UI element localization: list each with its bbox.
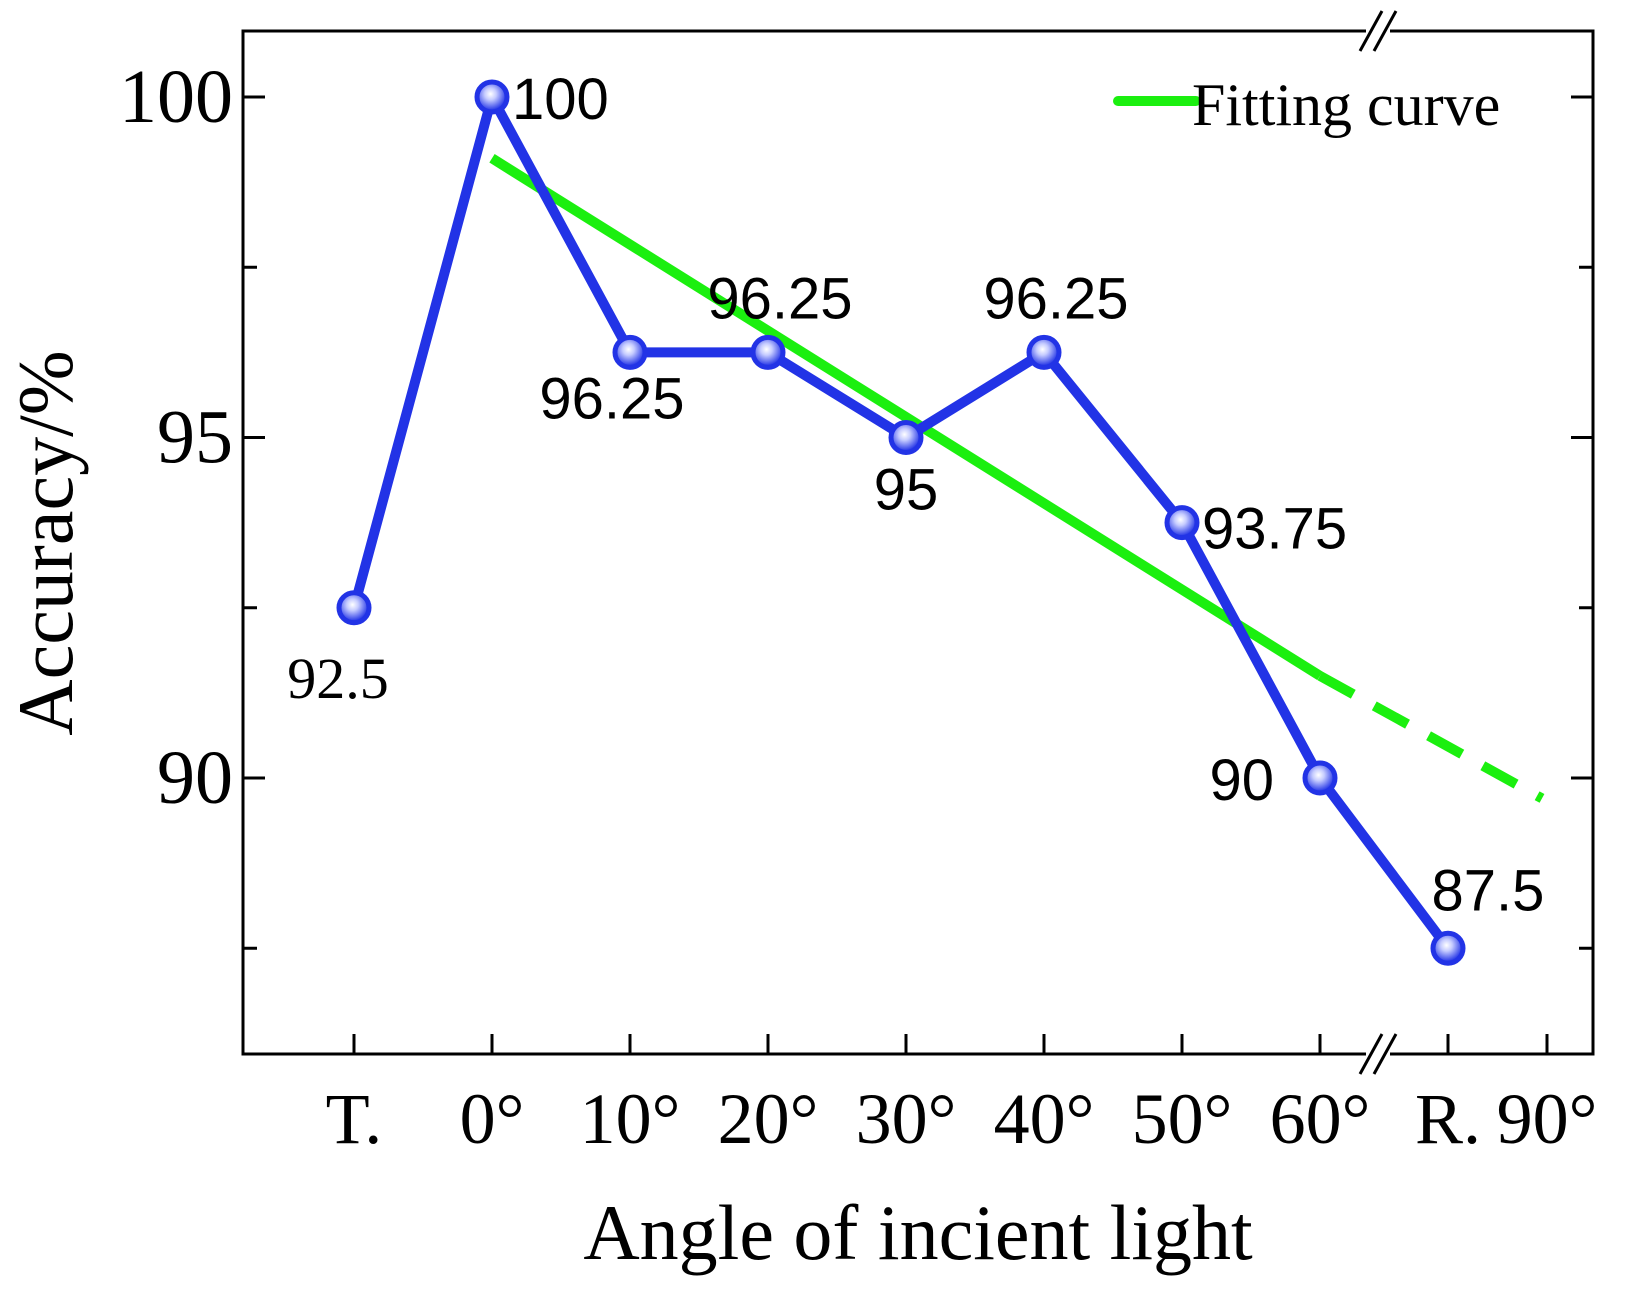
data-label-30-4: 95	[874, 458, 939, 523]
data-point-T-0	[336, 590, 372, 626]
axis-ticks	[243, 95, 1593, 1054]
y-tick-labels: 100 95 90	[119, 55, 233, 820]
x-tick-label-20-3: 20°	[718, 1079, 819, 1159]
data-label-R-8: 87.5	[1432, 858, 1545, 923]
x-tick-label-30-4: 30°	[856, 1079, 957, 1159]
data-labels: 92.5 100 96.25 96.25 95 96.25 93.75 90 87.5	[287, 67, 1544, 923]
data-point-60-7	[1302, 760, 1338, 796]
data-label-20-3: 96.25	[707, 266, 852, 331]
x-tick-label-40-5: 40°	[994, 1079, 1095, 1159]
plot-frame	[241, 29, 1595, 1056]
axis-break-marks	[1358, 9, 1398, 1076]
data-label-40-5: 96.25	[983, 266, 1128, 331]
axis-break-slash-1-0	[1358, 1033, 1384, 1075]
data-label-10-2: 96.25	[539, 366, 684, 431]
data-label-T-0: 92.5	[287, 646, 389, 711]
x-tick-label-10-2: 10°	[580, 1079, 681, 1159]
y-tick-label-100: 100	[119, 55, 233, 139]
x-tick-label-R-8: R.	[1415, 1079, 1481, 1159]
data-label-50-6: 93.75	[1202, 497, 1347, 562]
data-point-R-8	[1430, 930, 1466, 966]
data-point-10-2	[612, 334, 648, 370]
x-tick-label-50-6: 50°	[1132, 1079, 1233, 1159]
axis-break-slash-0-1	[1372, 10, 1398, 52]
y-axis-title: Accuracy/%	[2, 350, 89, 735]
x-tick-label-90-9: 90°	[1497, 1079, 1598, 1159]
x-axis-title: Angle of incient light	[583, 1189, 1253, 1276]
plot-area	[241, 29, 1595, 1056]
data-point-0-1	[474, 79, 510, 115]
x-tick-label-0-1: 0°	[460, 1079, 525, 1159]
data-label-60-7: 90	[1209, 748, 1274, 813]
fitting-curve	[489, 154, 1545, 803]
y-tick-label-95: 95	[157, 396, 233, 480]
legend: Fitting curve	[1113, 72, 1500, 138]
x-tick-label-T-0: T.	[326, 1079, 383, 1159]
fitting-curve-solid	[489, 154, 1323, 681]
y-tick-label-90: 90	[157, 736, 233, 820]
axis-break-slash-1-1	[1372, 1033, 1398, 1075]
data-point-20-3	[750, 334, 786, 370]
x-tick-labels: T. 0° 10° 20° 30° 40° 50° 60° R. 90°	[326, 1079, 1598, 1159]
accuracy-series	[336, 79, 1466, 966]
data-point-30-4	[888, 420, 924, 455]
axis-break-slash-0-0	[1358, 10, 1384, 52]
legend-label-fitting-curve: Fitting curve	[1192, 72, 1500, 138]
data-label-0-1: 100	[512, 67, 609, 132]
fitting-curve-dashed-extension	[1317, 671, 1545, 803]
data-point-40-5	[1026, 334, 1062, 370]
data-point-50-6	[1164, 505, 1200, 541]
x-tick-label-60-7: 60°	[1270, 1079, 1371, 1159]
